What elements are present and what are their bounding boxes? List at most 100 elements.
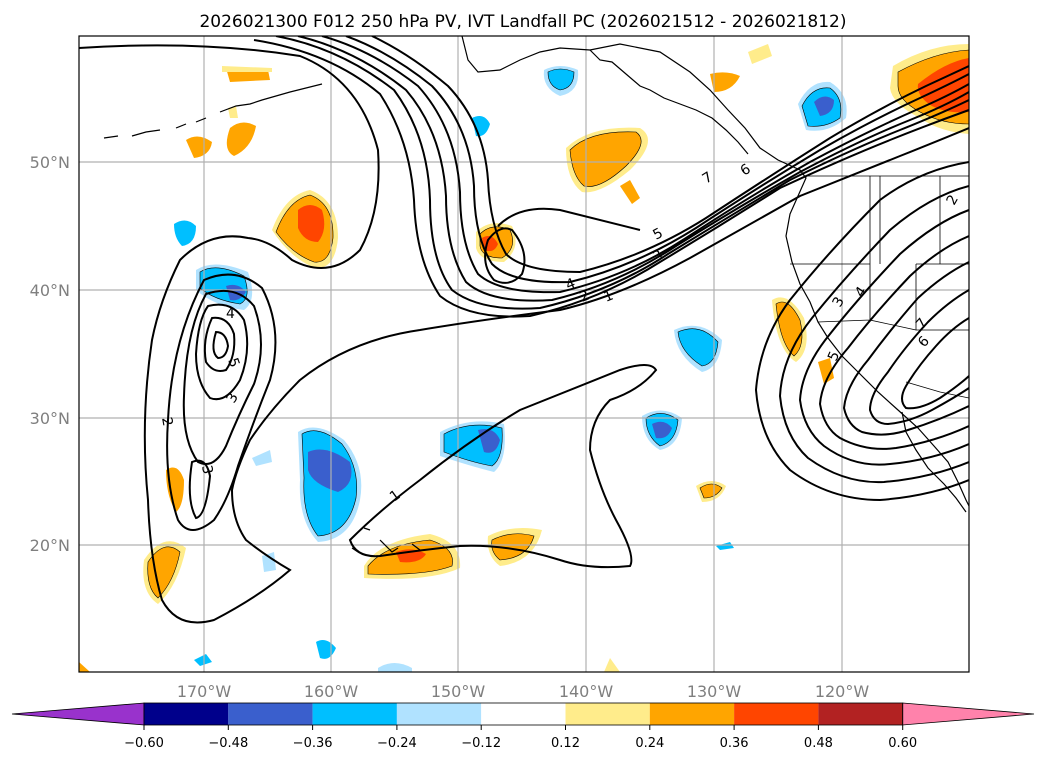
pv-anomaly-area	[710, 72, 740, 92]
contour-line	[194, 303, 249, 401]
colorbar-ticks: −0.60 −0.48 −0.36 −0.24 −0.12 0.12 0.24 …	[124, 725, 917, 751]
map-frame	[78, 35, 970, 673]
colorbar-tick-label: −0.60	[124, 736, 164, 751]
contour-line	[778, 185, 969, 484]
pv-anomaly-area	[166, 467, 184, 512]
lon-tick-label: 120°W	[815, 682, 870, 701]
lon-tick-label: 130°W	[687, 682, 742, 701]
pv-anomaly-area	[186, 136, 212, 158]
coastline-baja	[901, 411, 967, 513]
contour-line	[371, 36, 969, 274]
colorbar-tick-label: 0.48	[804, 736, 833, 751]
lat-tick-label: 50°N	[30, 153, 70, 172]
contour-line	[868, 289, 969, 426]
contour-line	[321, 36, 969, 294]
colorbar-tick-label: −0.48	[208, 736, 248, 751]
pv-anomaly-area	[716, 542, 734, 550]
figure-title: 2026021300 F012 250 hPa PV, IVT Landfall…	[199, 12, 846, 32]
contour-line	[754, 161, 969, 502]
contour-line	[484, 227, 526, 284]
coastline-alaska-panhandle	[589, 49, 749, 155]
colorbar: −0.60 −0.48 −0.36 −0.24 −0.12 0.12 0.24 …	[11, 702, 1035, 751]
colorbar-bin	[734, 703, 819, 725]
pv-anomaly-area	[652, 421, 672, 439]
map-panel: 1 2 4 3 5 7 6 4 5 3 2 3 1 3 4 5 7 6 2	[30, 35, 970, 701]
colorbar-bin	[228, 703, 313, 725]
lon-tick-label: 140°W	[559, 682, 614, 701]
colorbar-bin	[649, 703, 735, 725]
lon-tick-labels: 170°W 160°W 150°W 140°W 130°W 120°W	[177, 682, 870, 701]
contour-line	[842, 261, 969, 436]
pv-anomaly-area	[748, 44, 772, 64]
pv-anomaly-area	[147, 546, 181, 599]
colorbar-bin	[312, 703, 397, 725]
colorbar-bin	[144, 703, 229, 725]
pv-anomaly-area	[818, 358, 834, 384]
lon-tick-label: 150°W	[431, 682, 486, 701]
contour-line	[348, 364, 658, 569]
pv-anomaly-area	[620, 180, 640, 204]
contour-line	[818, 235, 969, 450]
pv-anomaly-area	[814, 96, 834, 116]
border-us-mexico	[905, 381, 969, 399]
contour-label: 4	[226, 306, 235, 322]
contour-line	[253, 39, 969, 318]
colorbar-bin	[818, 703, 903, 725]
lat-tick-labels: 50°N 40°N 30°N 20°N	[30, 153, 70, 555]
contour-line	[166, 273, 277, 531]
contour-line	[345, 36, 969, 284]
pv-anomaly-area	[174, 220, 196, 246]
contour-line	[188, 459, 212, 520]
pv-anomaly-area	[194, 654, 212, 666]
pv-anomaly-area	[252, 450, 272, 466]
colorbar-tick-label: −0.36	[293, 736, 333, 751]
colorbar-tick-label: 0.60	[888, 736, 917, 751]
colorbar-bin	[396, 703, 482, 725]
pv-anomaly-area	[491, 533, 535, 561]
contour-line	[212, 330, 230, 360]
lon-tick-label: 170°W	[177, 682, 232, 701]
state-borders	[790, 176, 969, 331]
colorbar-tick-label: −0.24	[377, 736, 417, 751]
lat-tick-label: 20°N	[30, 536, 70, 555]
contour-line	[182, 290, 262, 465]
contour-line	[203, 316, 236, 372]
lon-tick-label: 160°W	[304, 682, 359, 701]
coastline-north-america	[461, 36, 969, 507]
colorbar-tick-label: 0.12	[551, 736, 580, 751]
colorbar-tick-label: −0.12	[461, 736, 501, 751]
pv-anomaly-area	[262, 552, 276, 572]
pv-anomaly-area	[378, 663, 412, 672]
pv-negative-shading	[174, 66, 847, 672]
pv-anomaly-area	[604, 658, 620, 672]
contour-label: 3	[198, 464, 215, 476]
lat-tick-label: 40°N	[30, 281, 70, 300]
colorbar-extend-min	[11, 702, 145, 726]
pv-anomaly-area	[547, 68, 575, 91]
pv-positive-shading	[79, 44, 969, 672]
contour-line	[901, 317, 969, 410]
contour-line	[275, 36, 969, 310]
pv-anomaly-area	[478, 429, 500, 453]
colorbar-extend-max	[902, 702, 1035, 726]
pv-anomaly-area	[222, 66, 272, 72]
lat-tick-label: 30°N	[30, 409, 70, 428]
pv-anomaly-area	[228, 106, 238, 118]
colorbar-tick-label: 0.24	[635, 736, 664, 751]
colorbar-bin	[565, 703, 650, 725]
contour-line	[497, 207, 641, 231]
colorbar-bin	[481, 703, 566, 725]
contour-line	[297, 36, 969, 302]
pv-anomaly-area	[308, 449, 352, 492]
pv-anomaly-area	[226, 122, 256, 156]
pv-anomaly-area	[79, 662, 90, 672]
colorbar-tick-label: 0.36	[720, 736, 749, 751]
pc-contours	[79, 36, 969, 624]
pv-anomaly-area	[298, 205, 325, 242]
contour-label: 2	[158, 416, 175, 428]
contour-line	[79, 44, 969, 624]
colorbar-frame	[143, 702, 904, 726]
contour-line	[798, 209, 969, 466]
pv-anomaly-area	[569, 131, 642, 187]
